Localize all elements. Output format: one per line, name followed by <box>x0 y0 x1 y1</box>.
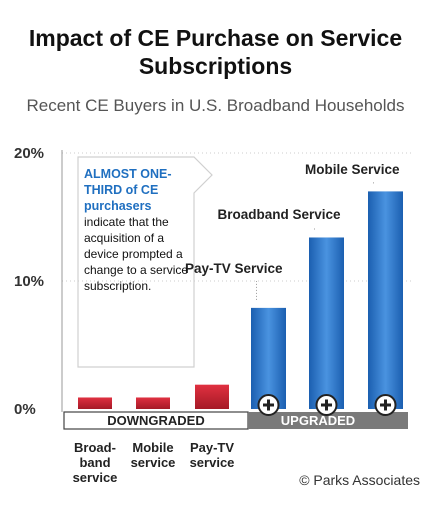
callout-highlight: ALMOST ONE-THIRD of CE purchasers <box>84 167 172 213</box>
category-label-downgraded: Broad-band service <box>73 440 118 485</box>
chart-title: Impact of CE Purchase on Service Subscri… <box>28 25 403 79</box>
y-tick-label: 10% <box>14 273 44 290</box>
bar-downgraded <box>195 384 229 409</box>
plus-icon <box>325 399 328 411</box>
upgraded-band <box>248 412 408 429</box>
bar-upgraded <box>368 191 403 409</box>
plus-icon <box>267 399 270 411</box>
category-label-upgraded: Mobile Service <box>305 162 400 177</box>
source-credit: © Parks Associates <box>299 472 420 488</box>
callout-box <box>77 156 213 368</box>
upgraded-label: UPGRADED <box>281 413 355 428</box>
callout-text: ALMOST ONE-THIRD of CE purchasers indica… <box>84 166 202 294</box>
category-label-downgraded: Pay-TV service <box>190 440 235 470</box>
bar-downgraded <box>136 397 170 409</box>
category-label-upgraded: Broadband Service <box>217 207 341 222</box>
category-label-upgraded: Pay-TV Service <box>185 261 283 276</box>
y-tick-label: 20% <box>14 145 44 162</box>
y-tick-label: 0% <box>14 401 36 418</box>
callout-body: indicate that the acquisition of a devic… <box>84 215 189 293</box>
downgraded-label: DOWNGRADED <box>107 413 205 428</box>
plus-icon <box>384 399 387 411</box>
bar-downgraded <box>78 397 112 409</box>
category-label-downgraded: Mobile service <box>131 440 176 470</box>
chart-subtitle: Recent CE Buyers in U.S. Broadband House… <box>26 96 405 115</box>
bar-upgraded <box>309 237 344 409</box>
bar-upgraded <box>251 307 286 409</box>
